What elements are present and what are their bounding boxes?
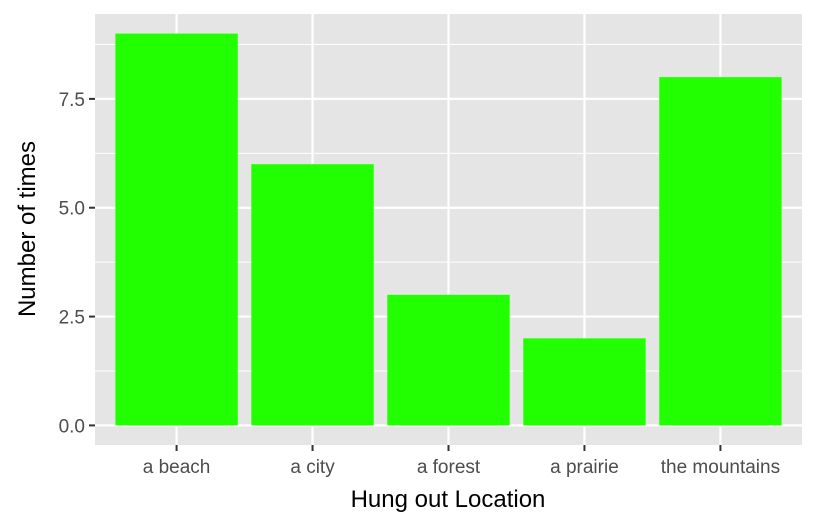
x-axis: a beach a city a forest a prairie the mounta…: [143, 445, 780, 478]
y-axis-title: Number of times: [14, 141, 41, 317]
y-tick-label: 0.0: [59, 416, 85, 437]
bar-a-city: [251, 164, 374, 426]
bar-a-forest: [387, 294, 510, 426]
y-tick-label: 7.5: [59, 90, 85, 111]
y-tick-label: 2.5: [59, 308, 85, 329]
x-tick-label: a prairie: [550, 457, 619, 478]
bars: [115, 33, 782, 426]
x-tick-label: a forest: [417, 457, 481, 478]
y-axis: 0.0 2.5 5.0 7.5: [59, 90, 95, 437]
x-tick-label: a beach: [143, 457, 211, 478]
bar-the-mountains: [659, 77, 782, 426]
x-tick-label: a city: [290, 457, 335, 478]
x-tick-label: the mountains: [661, 457, 780, 478]
x-axis-title: Hung out Location: [351, 486, 546, 513]
bar-a-prairie: [523, 338, 646, 426]
y-tick-label: 5.0: [59, 199, 85, 220]
bar-a-beach: [115, 33, 238, 426]
